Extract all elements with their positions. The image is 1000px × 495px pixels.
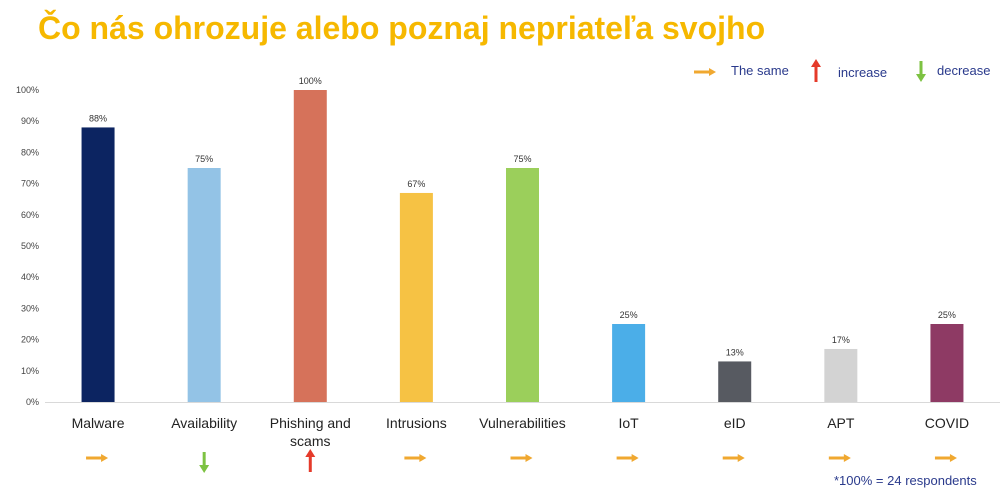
arrow-right-icon	[934, 456, 951, 460]
arrow-right-icon	[843, 454, 851, 462]
y-tick-label: 80%	[21, 147, 39, 157]
arrow-right-icon	[737, 454, 745, 462]
arrow-right-icon	[949, 454, 957, 462]
y-tick-label: 90%	[21, 116, 39, 126]
y-tick-label: 60%	[21, 210, 39, 220]
arrow-right-icon	[709, 68, 716, 76]
data-label: 17%	[832, 335, 850, 345]
data-label: 67%	[407, 179, 425, 189]
bar	[187, 168, 221, 402]
arrow-right-icon	[510, 456, 527, 460]
chart-title: Čo nás ohrozuje alebo poznaj nepriateľa …	[38, 10, 766, 46]
x-tick-label: Phishing and	[270, 415, 351, 431]
y-tick-label: 30%	[21, 303, 39, 313]
data-label: 13%	[726, 347, 744, 357]
arrow-down-icon	[199, 465, 210, 473]
bar	[81, 127, 115, 402]
data-label: 75%	[513, 154, 531, 164]
bar	[930, 324, 964, 402]
data-label: 25%	[938, 310, 956, 320]
legend-decrease-label: decrease	[937, 63, 991, 78]
arrow-right-icon	[86, 456, 103, 460]
arrow-up-icon	[811, 59, 821, 67]
x-tick-label: Malware	[72, 415, 125, 431]
x-tick-label: APT	[827, 415, 855, 431]
x-tick-label: Vulnerabilities	[479, 415, 566, 431]
y-tick-label: 100%	[16, 85, 39, 95]
bar	[293, 90, 327, 402]
y-tick-label: 0%	[26, 397, 39, 407]
y-tick-label: 10%	[21, 366, 39, 376]
x-tick-label: Availability	[171, 415, 237, 431]
arrow-right-icon	[404, 456, 421, 460]
arrow-right-icon	[631, 454, 639, 462]
y-tick-label: 70%	[21, 179, 39, 189]
x-tick-label: Intrusions	[386, 415, 447, 431]
x-tick-label: COVID	[925, 415, 969, 431]
y-tick-label: 50%	[21, 241, 39, 251]
data-label: 100%	[299, 76, 322, 86]
data-label: 25%	[620, 310, 638, 320]
y-tick-label: 20%	[21, 335, 39, 345]
arrow-up-icon	[305, 449, 316, 457]
bar	[506, 168, 539, 402]
data-label: 88%	[89, 113, 107, 123]
bar	[824, 348, 858, 402]
x-tick-label: scams	[290, 433, 330, 449]
arrow-right-icon	[722, 456, 739, 460]
arrow-up-icon	[814, 65, 818, 82]
arrow-down-icon	[919, 61, 923, 76]
arrow-right-icon	[828, 456, 845, 460]
y-tick-label: 40%	[21, 272, 39, 282]
arrow-right-icon	[694, 70, 710, 74]
footnote: *100% = 24 respondents	[834, 473, 977, 488]
arrow-up-icon	[308, 455, 312, 472]
arrow-right-icon	[101, 454, 109, 462]
x-tick-label: IoT	[618, 415, 639, 431]
bar	[718, 361, 752, 402]
arrow-right-icon	[419, 454, 427, 462]
arrow-right-icon	[525, 454, 533, 462]
arrow-right-icon	[616, 456, 633, 460]
arrow-down-icon	[202, 452, 206, 467]
legend-same-label: The same	[731, 63, 789, 78]
bar	[399, 192, 433, 402]
data-label: 75%	[195, 154, 213, 164]
x-tick-label: eID	[724, 415, 746, 431]
arrow-down-icon	[916, 74, 926, 82]
bar	[612, 324, 646, 402]
legend-increase-label: increase	[838, 65, 888, 80]
